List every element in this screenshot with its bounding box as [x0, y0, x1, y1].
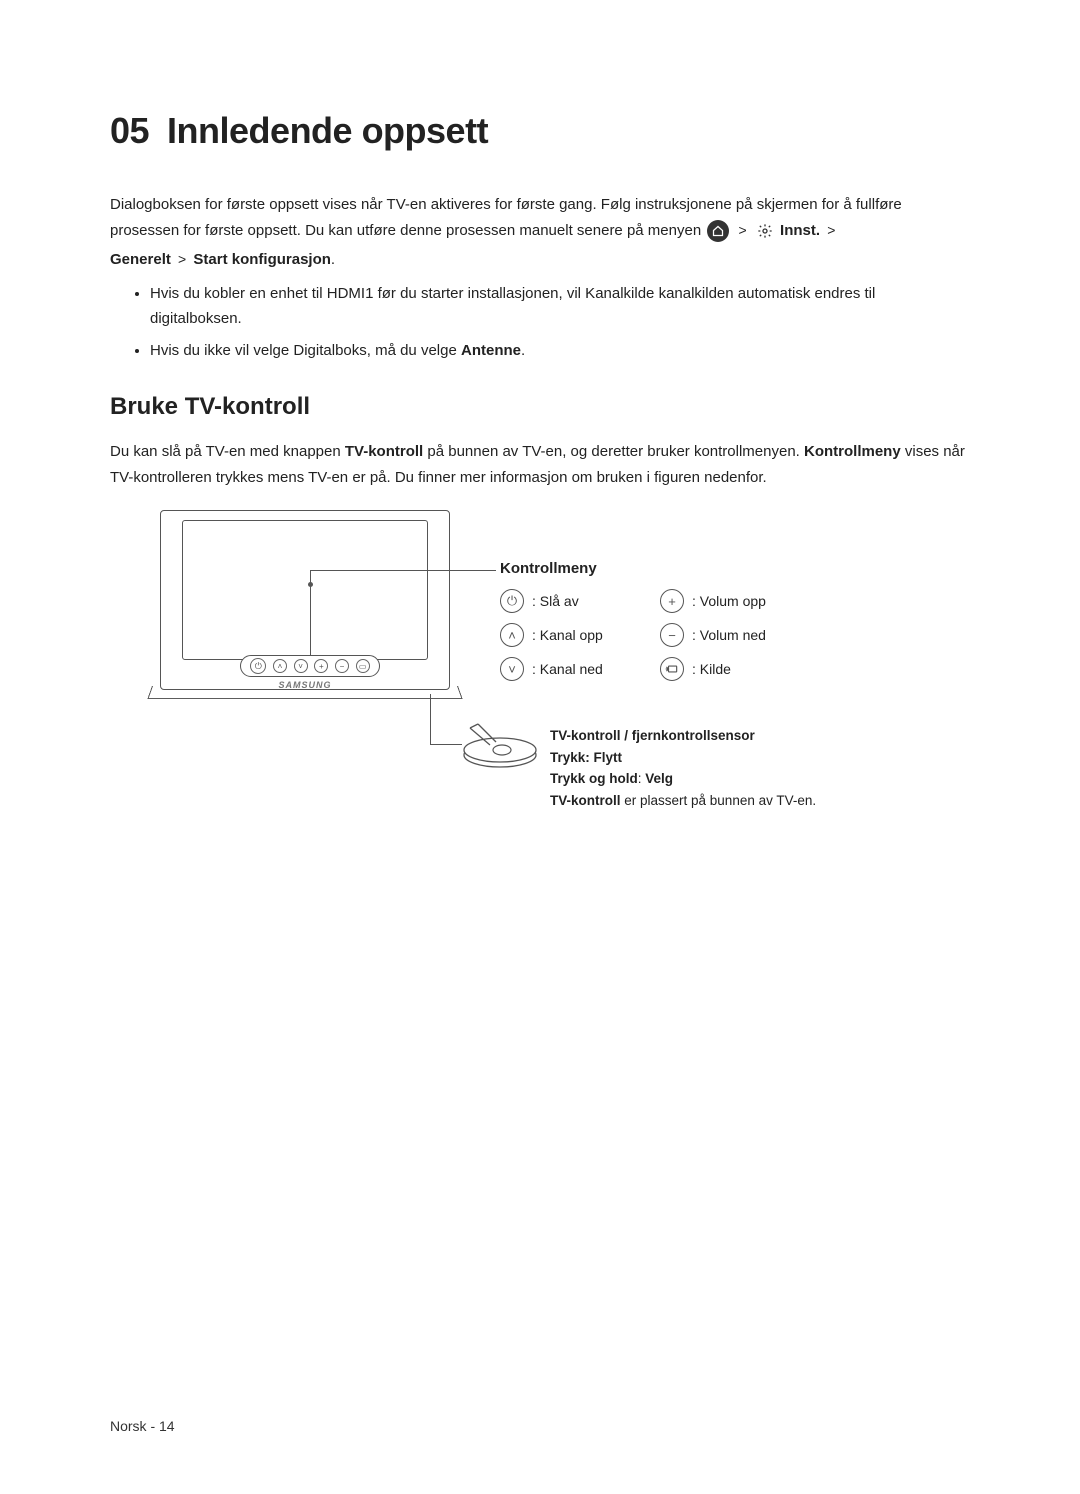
intro-paragraph: Dialogboksen for første oppsett vises nå…	[110, 192, 970, 243]
breadcrumb-separator: >	[739, 222, 747, 238]
sensor-line-4: TV-kontroll er plassert på bunnen av TV-…	[550, 790, 930, 812]
kontrollmeny-grid: ⏻ : Slå av + : Volum opp ˄ : Kanal opp −…	[500, 589, 920, 681]
sl2b: Flytt	[594, 750, 623, 765]
page-footer: Norsk - 14	[110, 1418, 175, 1434]
bullet-2: Hvis du ikke vil velge Digitalboks, må d…	[150, 338, 970, 364]
sl4a: TV-kontroll	[550, 793, 621, 808]
channel-up-label: : Kanal opp	[532, 627, 603, 643]
menu-item-voldown: − : Volum ned	[660, 623, 820, 647]
sp-d: Kontrollmeny	[804, 443, 901, 460]
breadcrumb-separator: >	[178, 251, 186, 267]
channel-down-label: : Kanal ned	[532, 661, 603, 677]
intro-paragraph-2: Generelt > Start konfigurasjon.	[110, 247, 970, 273]
menu-item-volup: + : Volum opp	[660, 589, 820, 613]
channel-up-icon: ˄	[500, 623, 524, 647]
kontrollmeny-title: Kontrollmeny	[500, 560, 920, 577]
bullet-2b: Antenne	[461, 342, 521, 359]
bullet-1: Hvis du kobler en enhet til HDMI1 før du…	[150, 281, 970, 332]
volume-down-icon: −	[660, 623, 684, 647]
menu-item-power: ⏻ : Slå av	[500, 589, 660, 613]
volume-up-label: : Volum opp	[692, 593, 766, 609]
home-icon	[707, 220, 729, 242]
tv-onscreen-menu: ⏻ ˄ ˅ + − ▭	[240, 655, 380, 677]
bullet-2a: Hvis du ikke vil velge Digitalboks, må d…	[150, 342, 461, 359]
sensor-line-2: Trykk: Flytt	[550, 747, 930, 769]
sl4b: er plassert på bunnen av TV-en.	[621, 793, 817, 808]
mini-minus-icon: −	[335, 659, 349, 673]
volume-up-icon: +	[660, 589, 684, 613]
section-paragraph: Du kan slå på TV-en med knappen TV-kontr…	[110, 439, 970, 490]
channel-down-icon: ˅	[500, 657, 524, 681]
section-title: Bruke TV-kontroll	[110, 393, 970, 421]
breadcrumb-separator: >	[827, 222, 835, 238]
sp-b: TV-kontroll	[345, 443, 423, 460]
detail-line-h	[430, 744, 462, 745]
tv-base	[147, 686, 462, 699]
mini-power-icon: ⏻	[250, 658, 266, 674]
menu-item-source: : Kilde	[660, 657, 820, 681]
power-label: : Slå av	[532, 593, 579, 609]
innst-label: Innst.	[780, 222, 820, 239]
tv-screen	[182, 520, 428, 660]
source-icon	[660, 657, 684, 681]
sl3a: Trykk og hold	[550, 771, 638, 786]
mini-up-icon: ˄	[273, 659, 287, 673]
kontrollmeny-block: Kontrollmeny ⏻ : Slå av + : Volum opp ˄ …	[500, 560, 920, 681]
generelt-label: Generelt	[110, 251, 171, 268]
chapter-title: 05 Innledende oppsett	[110, 110, 970, 152]
sp-a: Du kan slå på TV-en med knappen	[110, 443, 345, 460]
startkonfig-label: Start konfigurasjon	[193, 251, 331, 268]
gear-icon	[756, 222, 774, 240]
sp-c: på bunnen av TV-en, og deretter bruker k…	[423, 443, 804, 460]
tv-illustration: ⏻ ˄ ˅ + − ▭ SAMSUNG	[160, 510, 450, 705]
power-icon: ⏻	[500, 589, 524, 613]
detail-line-v	[430, 694, 431, 744]
sensor-line-3: Trykk og hold: Velg	[550, 768, 930, 790]
callout-line-h	[310, 570, 496, 571]
sl3c: Velg	[645, 771, 673, 786]
bullet-2c: .	[521, 342, 525, 359]
tv-diagram: ⏻ ˄ ˅ + − ▭ SAMSUNG Kontrollmeny ⏻ : Slå…	[110, 510, 970, 840]
sensor-text-block: TV-kontroll / fjernkontrollsensor Trykk:…	[550, 725, 930, 811]
sensor-line-1: TV-kontroll / fjernkontrollsensor	[550, 725, 930, 747]
chapter-title-text: Innledende oppsett	[167, 110, 488, 151]
sl2a: Trykk:	[550, 750, 594, 765]
tv-control-detail	[460, 720, 540, 770]
source-label: : Kilde	[692, 661, 731, 677]
intro-bullets: Hvis du kobler en enhet til HDMI1 før du…	[110, 281, 970, 364]
menu-item-chup: ˄ : Kanal opp	[500, 623, 660, 647]
volume-down-label: : Volum ned	[692, 627, 766, 643]
mini-plus-icon: +	[314, 659, 328, 673]
mini-down-icon: ˅	[294, 659, 308, 673]
callout-line-v	[310, 570, 311, 655]
menu-item-chdown: ˅ : Kanal ned	[500, 657, 660, 681]
mini-source-icon: ▭	[356, 659, 370, 673]
chapter-number: 05	[110, 110, 149, 151]
